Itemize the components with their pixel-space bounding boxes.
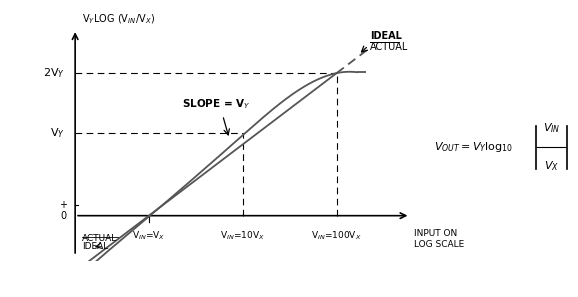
Text: V$_{IN}$=100V$_X$: V$_{IN}$=100V$_X$ [312,229,362,242]
Text: ACTUAL: ACTUAL [370,42,409,52]
Text: V$_Y$LOG (V$_{IN}$/V$_X$): V$_Y$LOG (V$_{IN}$/V$_X$) [82,12,155,26]
Text: ACTUAL: ACTUAL [82,234,117,243]
Text: V$_{IN}$=V$_X$: V$_{IN}$=V$_X$ [132,229,165,242]
Text: SLOPE = V$_Y$: SLOPE = V$_Y$ [183,98,251,111]
Text: IDEAL: IDEAL [370,31,402,41]
Text: $V_{IN}$: $V_{IN}$ [543,122,560,135]
Text: V$_{IN}$=10V$_X$: V$_{IN}$=10V$_X$ [220,229,265,242]
Text: $V_X$: $V_X$ [544,159,559,173]
Text: +: + [60,200,68,210]
Text: V$_Y$: V$_Y$ [50,127,65,140]
Text: IDEAL: IDEAL [82,242,108,251]
Text: 0: 0 [60,211,66,221]
Text: INPUT ON
LOG SCALE: INPUT ON LOG SCALE [414,229,464,249]
Text: 2V$_Y$: 2V$_Y$ [43,66,65,80]
Text: $V_{OUT} = V_Y \log_{10}$: $V_{OUT} = V_Y \log_{10}$ [435,140,514,154]
